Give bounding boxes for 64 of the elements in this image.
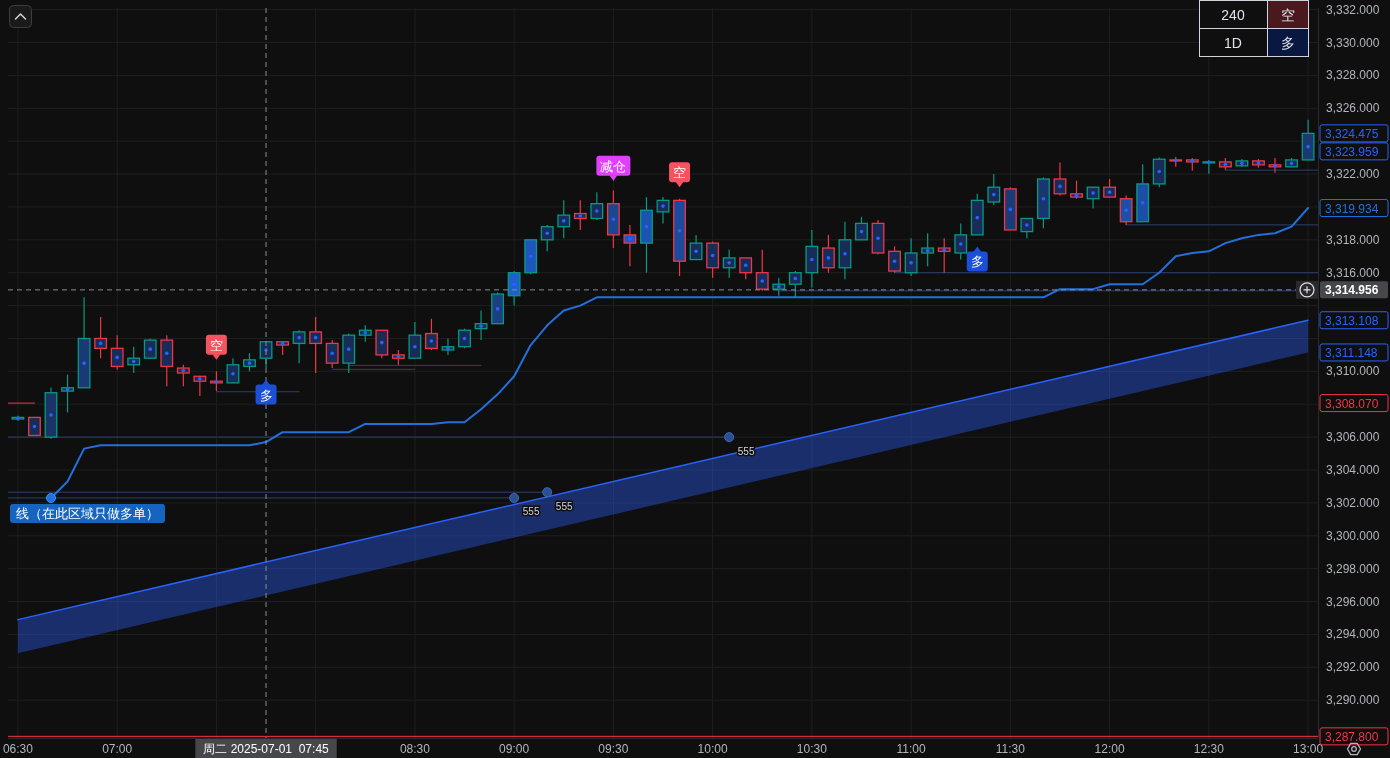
signal: 空 — [669, 162, 691, 188]
signal: 多 — [966, 246, 988, 272]
time-tag: 周二 2025-07-01 07:45 — [195, 739, 337, 758]
y-tick-label: 3,302.000 — [1326, 495, 1380, 510]
point — [542, 487, 553, 498]
annotation: 3,323.959 — [1325, 144, 1379, 159]
price-tag: 3,311.148 — [1319, 343, 1389, 362]
y-tick-label: 3,296.000 — [1326, 594, 1380, 609]
ref-line-label: 3,314.956 — [1325, 283, 1379, 298]
text: 555 — [555, 500, 573, 512]
series-label: 555 — [522, 506, 540, 518]
series-label: 空 — [209, 337, 223, 353]
annotation: 空 — [1280, 7, 1295, 23]
signal: 空 — [205, 334, 227, 360]
y-tick-label: 3,316.000 — [1326, 265, 1380, 280]
annotation: 3,313.108 — [1325, 313, 1379, 328]
price-tag: 3,313.108 — [1319, 311, 1389, 330]
annotation: 多 — [1280, 35, 1295, 51]
y-tick-label: 3,310.000 — [1326, 364, 1380, 379]
price-tag: 3,324.475 — [1319, 124, 1389, 143]
y-tick-label: 3,322.000 — [1326, 167, 1380, 182]
x-tick-label: 08:30 — [399, 742, 431, 756]
x-tick-label: 07:00 — [102, 742, 133, 756]
y-tick-label: 3,326.000 — [1326, 101, 1380, 116]
x-tick-label: 12:00 — [1094, 742, 1125, 756]
y-tick-label: 3,330.000 — [1326, 35, 1380, 50]
y-tick-label: 3,290.000 — [1326, 693, 1380, 708]
annotation: 3,311.148 — [1325, 345, 1378, 360]
signal: 减仓 — [596, 155, 631, 181]
price-tag: 3,323.959 — [1319, 142, 1389, 161]
x-tick-label: 11:30 — [995, 742, 1026, 756]
point — [509, 492, 520, 503]
ref-line-label: 周二 2025-07-01 07:45 — [203, 742, 330, 756]
annotation: 3,319.934 — [1325, 201, 1379, 216]
annotation: 3,324.475 — [1325, 126, 1379, 141]
y-tick-label: 3,300.000 — [1326, 528, 1380, 543]
x-tick-label: 09:30 — [598, 742, 629, 756]
annotation: 线（在此区域只做多单） — [16, 506, 159, 522]
x-tick-label: 09:00 — [499, 742, 530, 756]
price-tag: 3,314.956 — [1320, 281, 1388, 299]
x-tick-label: 11:00 — [896, 742, 926, 756]
point — [46, 492, 57, 503]
ref-line-label: 3,287.800 — [1325, 729, 1379, 744]
x-tick-label: 10:00 — [697, 742, 728, 756]
y-tick-label: 3,318.000 — [1326, 232, 1380, 247]
annotation: 1D — [1224, 35, 1242, 51]
point — [724, 432, 735, 443]
annotation: 240 — [1221, 7, 1245, 23]
price-tag: 3,308.070 — [1319, 394, 1389, 413]
y-tick-label: 3,332.000 — [1326, 2, 1380, 17]
signal: 多 — [255, 379, 277, 405]
series-label: 多 — [259, 387, 273, 403]
y-tick-label: 3,308.070 — [1325, 396, 1379, 411]
series-label: 减仓 — [600, 158, 627, 174]
price-tag: 3,319.934 — [1319, 199, 1389, 218]
x-tick-label: 12:30 — [1193, 742, 1225, 756]
y-tick-label: 3,304.000 — [1326, 463, 1380, 477]
y-tick-label: 3,306.000 — [1326, 430, 1380, 445]
y-tick-label: 3,292.000 — [1326, 660, 1380, 675]
x-tick-label: 06:30 — [2, 742, 34, 756]
x-tick-label: 10:30 — [796, 742, 828, 756]
y-tick-label: 3,298.000 — [1326, 561, 1380, 576]
y-tick-label: 3,294.000 — [1326, 627, 1380, 642]
y-tick-label: 3,328.000 — [1326, 68, 1380, 83]
